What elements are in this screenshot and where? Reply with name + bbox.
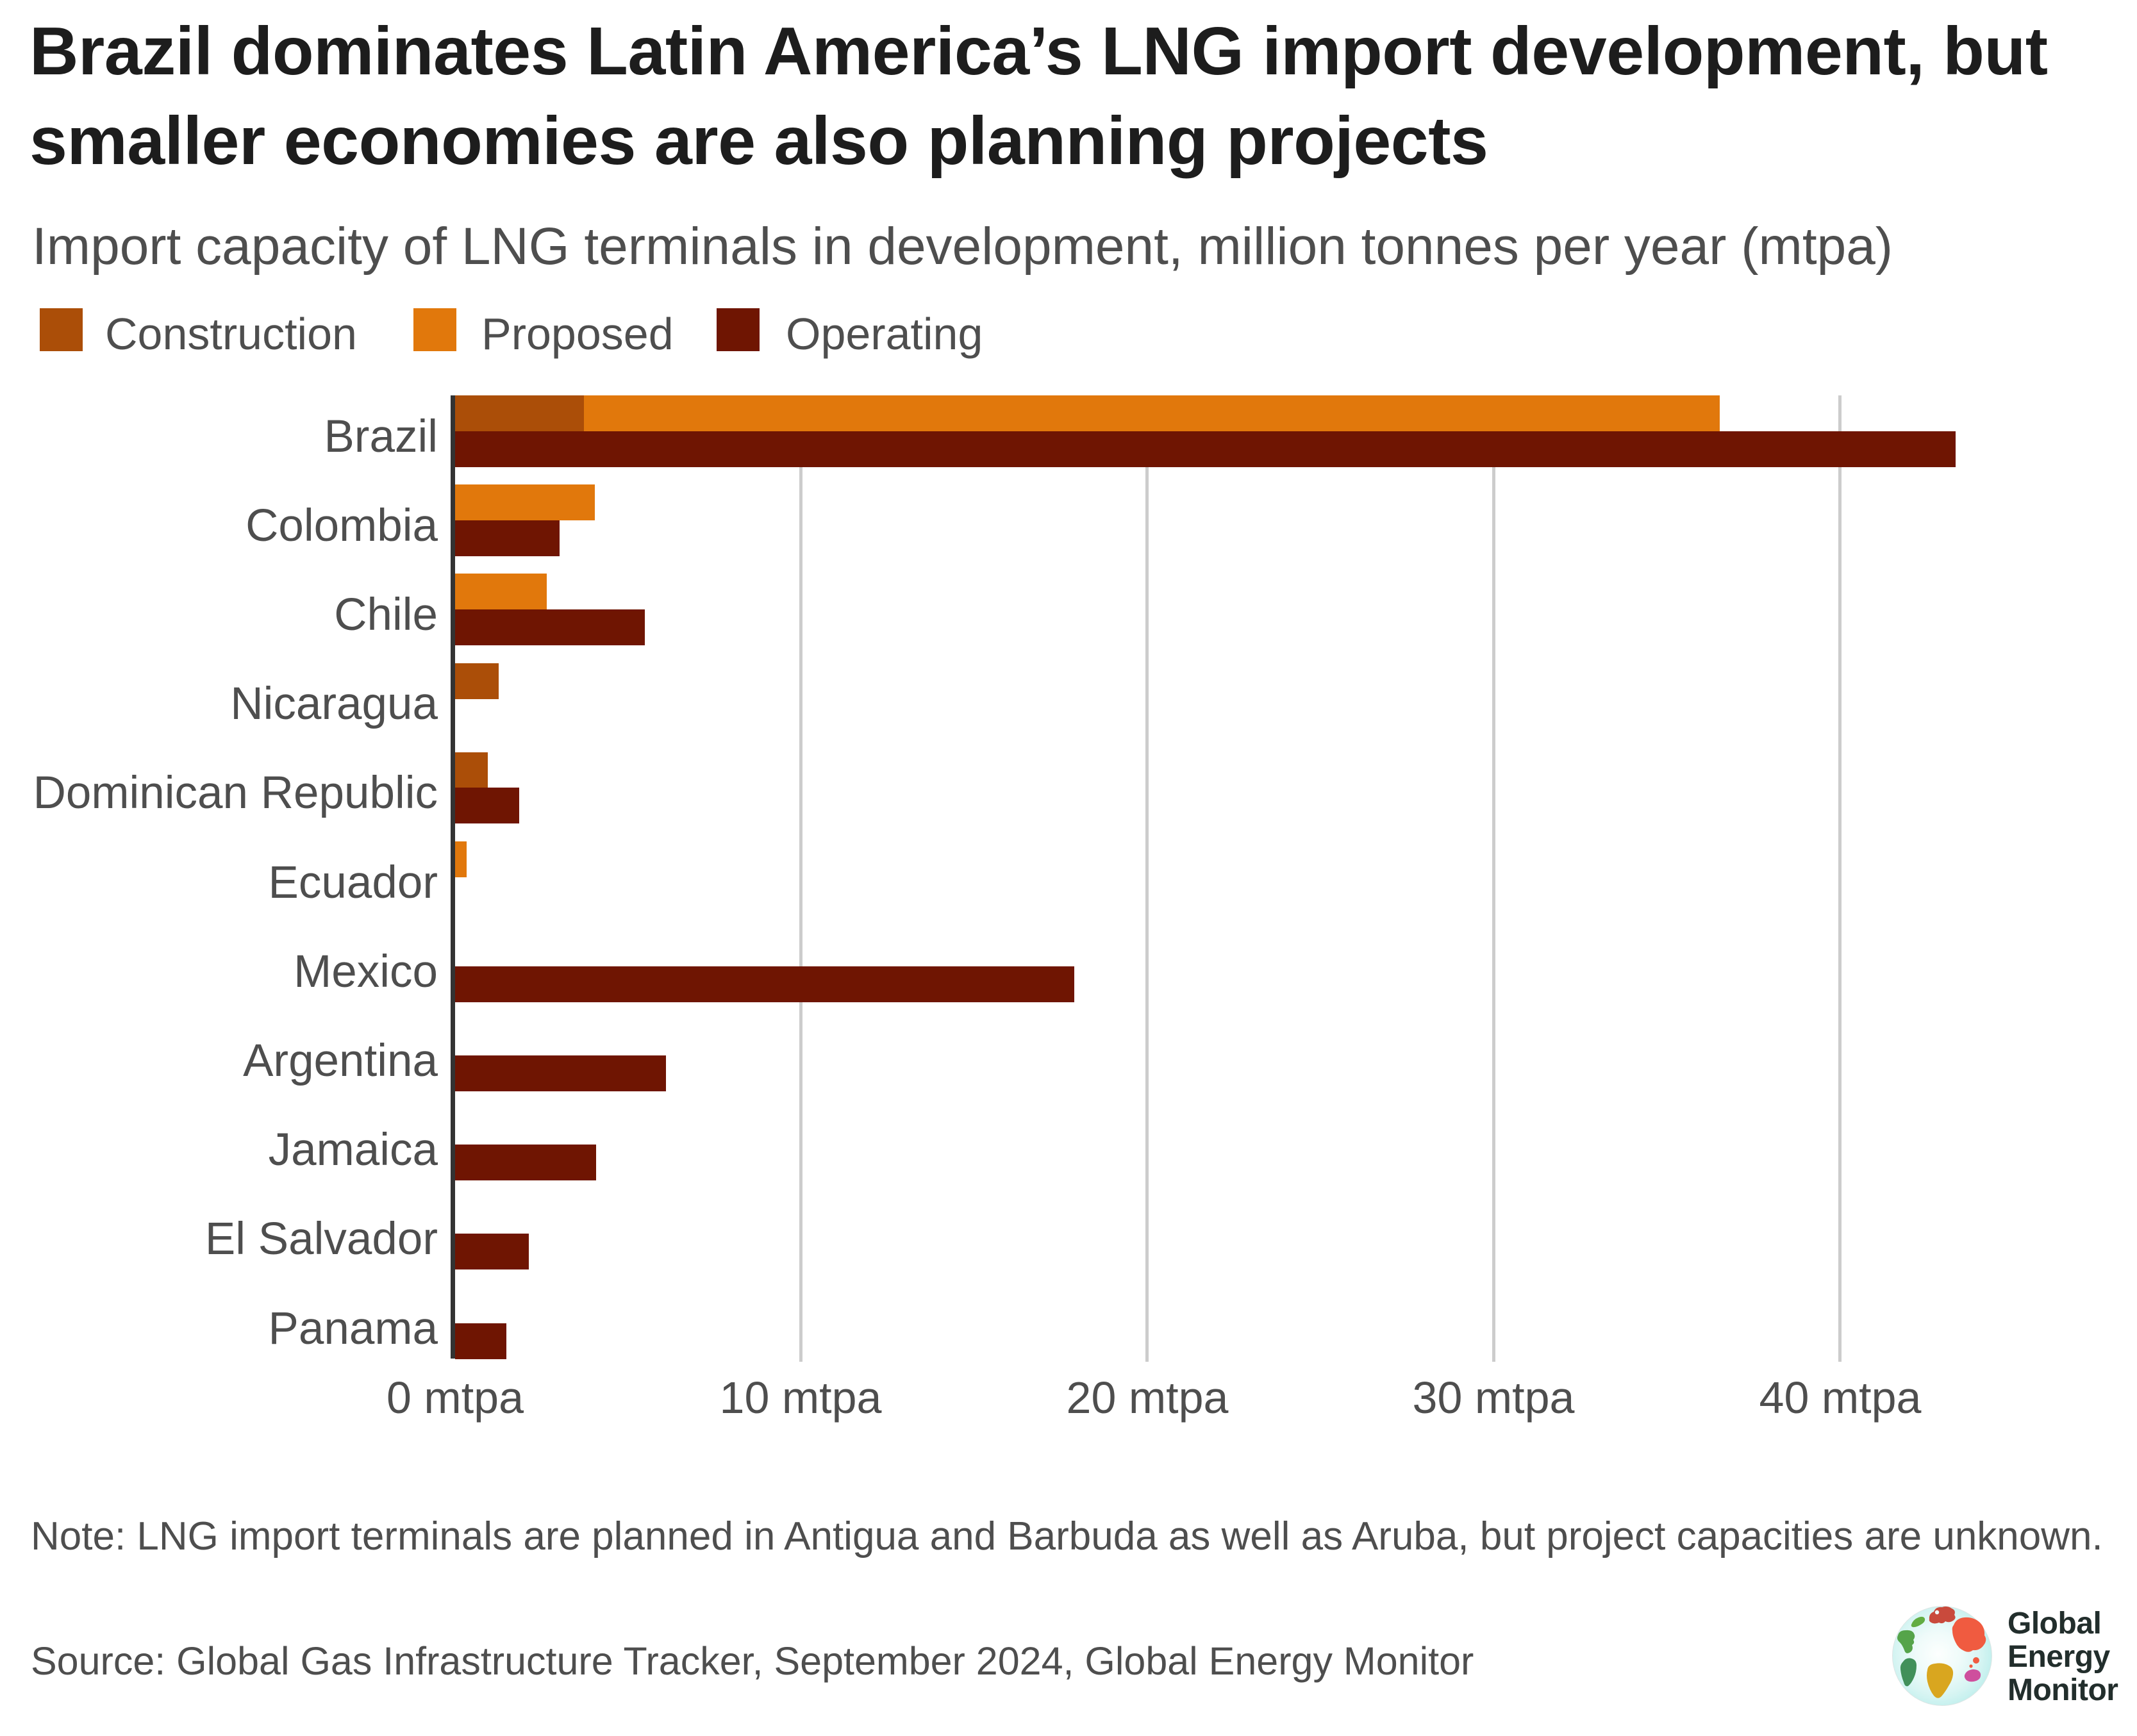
- svg-text:Global: Global: [2008, 1607, 2101, 1641]
- svg-text:Monitor: Monitor: [2008, 1673, 2118, 1707]
- svg-text:Energy: Energy: [2008, 1640, 2111, 1674]
